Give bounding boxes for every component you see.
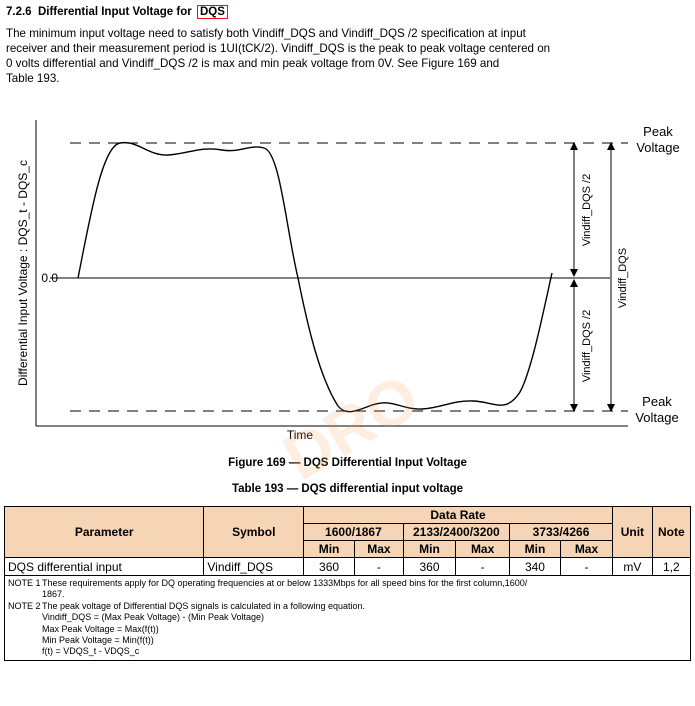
header-parameter: Parameter — [3, 506, 205, 558]
note-text: 1867. — [42, 589, 65, 600]
intro-line: 0 volts differential and Vindiff_DQS /2 … — [6, 57, 500, 70]
zero-label: 0.0 — [41, 271, 58, 285]
header-symbol: Symbol — [203, 506, 305, 558]
note-text: The peak voltage of Differential DQS sig… — [42, 600, 366, 611]
table-notes: NOTE 1 These requirements apply for DQ o… — [4, 575, 691, 661]
note-2: NOTE 2 The peak voltage of Differential … — [8, 601, 687, 612]
equation-line: Vindiff_DQS = (Max Peak Voltage) - (Min … — [42, 612, 265, 623]
cell-value: 340 — [508, 557, 561, 576]
cell-value: 360 — [402, 557, 457, 576]
differential-voltage-figure: 0.0 Time Differential Input Voltage : DQ… — [16, 120, 680, 442]
section-number: 7.2.6 — [6, 6, 32, 18]
cell-symbol: Vindiff_DQS — [203, 557, 305, 576]
half-upper-label: Vindiff_DQS /2 — [581, 174, 593, 246]
half-lower-label: Vindiff_DQS /2 — [581, 310, 593, 382]
header-note: Note — [651, 506, 692, 558]
equation-line: Min Peak Voltage = Min(f(t)) — [42, 635, 154, 646]
cell-parameter: DQS differential input — [3, 557, 205, 576]
table-row: DQS differential input Vindiff_DQS 360 -… — [3, 557, 692, 576]
cell-value: - — [559, 557, 614, 576]
header-max: Max — [559, 540, 614, 558]
cell-value: - — [455, 557, 510, 576]
header-unit: Unit — [612, 506, 653, 558]
peak-bottom-label-2: Voltage — [635, 410, 678, 425]
note-label: NOTE 1 — [8, 578, 41, 588]
intro-line: Table 193. — [6, 72, 60, 85]
section-title-highlight: DQS — [196, 5, 228, 19]
section-heading: 7.2.6 Differential Input Voltage for DQS — [6, 5, 228, 19]
spec-table: Parameter Symbol Data Rate Unit Note 160… — [3, 506, 692, 661]
header-data-rate: Data Rate — [303, 506, 614, 524]
header-max: Max — [354, 540, 404, 558]
note-text: These requirements apply for DQ operatin… — [42, 578, 528, 588]
equation-line: Max Peak Voltage = Max(f(t)) — [42, 623, 159, 634]
figure-caption: Figure 169 — DQS Differential Input Volt… — [228, 457, 467, 469]
intro-paragraph: The minimum input voltage need to satisf… — [6, 26, 691, 86]
note-label: NOTE 2 — [8, 600, 41, 611]
equation-line: f(t) = VDQS_t - VDQS_c — [42, 646, 140, 657]
section-title: Differential Input Voltage for — [37, 6, 192, 18]
peak-top-label-1: Peak — [643, 124, 673, 139]
header-min: Min — [508, 540, 561, 558]
intro-line: The minimum input voltage need to satisf… — [6, 27, 526, 40]
header-group-2: 2133/2400/3200 — [402, 523, 510, 541]
full-range-label: Vindiff_DQS — [617, 248, 629, 308]
dqs-waveform — [77, 141, 553, 413]
header-min: Min — [303, 540, 356, 558]
note-1: NOTE 1 These requirements apply for DQ o… — [8, 578, 687, 601]
y-axis-label: Differential Input Voltage : DQS_t - DQS… — [16, 160, 30, 386]
peak-top-label-2: Voltage — [636, 140, 679, 155]
header-min: Min — [402, 540, 457, 558]
header-group-1: 1600/1867 — [303, 523, 404, 541]
header-group-3: 3733/4266 — [508, 523, 614, 541]
intro-line: receiver and their measurement period is… — [6, 42, 551, 55]
peak-bottom-label-1: Peak — [642, 394, 672, 409]
header-max: Max — [455, 540, 510, 558]
cell-note: 1,2 — [651, 557, 692, 576]
cell-unit: mV — [612, 557, 653, 576]
x-axis-label: Time — [287, 428, 314, 442]
table-caption: Table 193 — DQS differential input volta… — [231, 483, 464, 495]
cell-value: - — [354, 557, 404, 576]
cell-value: 360 — [303, 557, 356, 576]
